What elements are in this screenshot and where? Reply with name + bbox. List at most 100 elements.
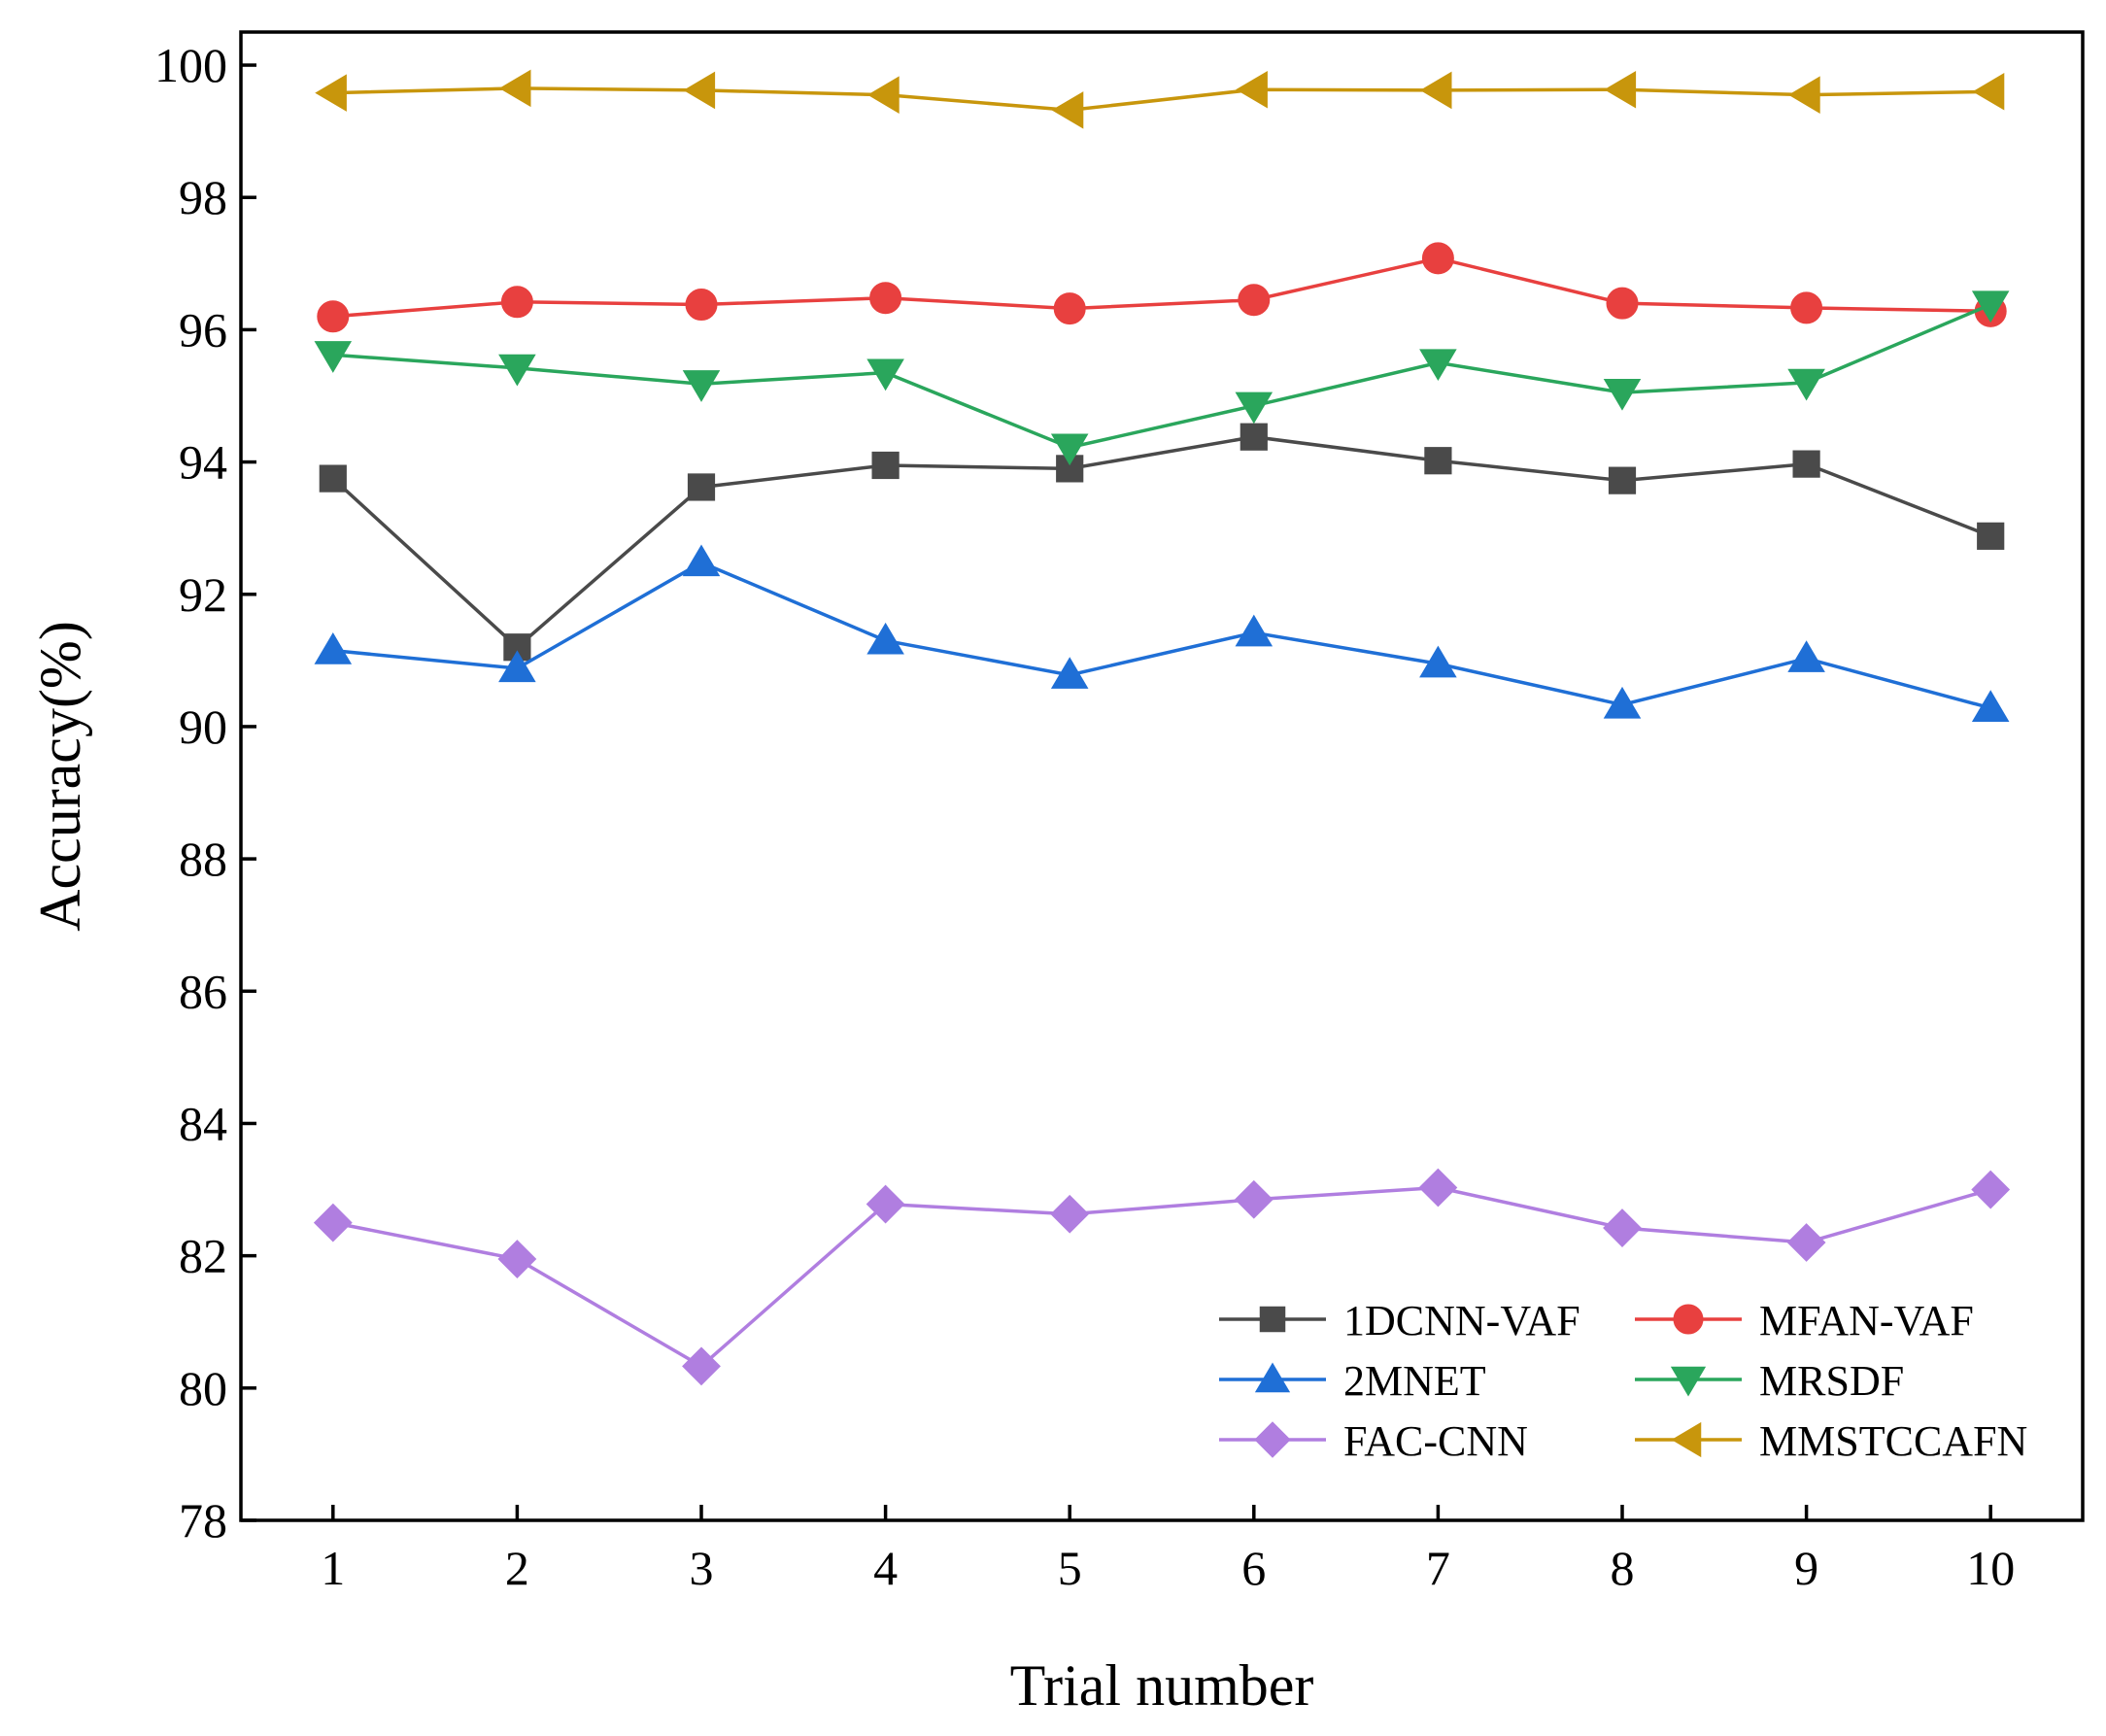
data-point (1236, 70, 1268, 109)
legend-marker (1673, 1304, 1704, 1335)
y-tick-label: 94 (179, 435, 227, 490)
data-point (314, 341, 353, 373)
data-point (1050, 433, 1089, 466)
legend-item: MRSDF (1635, 1357, 1904, 1405)
legend-marker (1259, 1306, 1286, 1333)
data-point (1419, 71, 1452, 110)
data-point (1421, 242, 1454, 275)
data-point (498, 650, 536, 683)
data-point (867, 76, 900, 114)
x-tick-label: 3 (690, 1541, 714, 1595)
data-point (1792, 450, 1820, 478)
series-line (332, 256, 1991, 319)
x-tick-label: 8 (1611, 1541, 1635, 1595)
data-point (871, 451, 900, 480)
data-point (1419, 645, 1457, 678)
legend-label: 2MNET (1343, 1357, 1486, 1405)
data-point (1418, 1168, 1458, 1208)
data-point (866, 358, 904, 391)
series-line (332, 302, 1991, 450)
legend-item: 2MNET (1219, 1357, 1486, 1405)
x-tick-label: 6 (1241, 1541, 1266, 1595)
y-tick-label: 96 (179, 302, 227, 357)
legend-label: MRSDF (1759, 1357, 1904, 1405)
data-point (1790, 291, 1823, 324)
data-point (500, 286, 533, 319)
y-tick-label: 84 (179, 1096, 227, 1150)
data-point (319, 464, 347, 493)
legend-item: FAC-CNN (1219, 1417, 1528, 1465)
data-point (1977, 522, 2005, 550)
data-point (1235, 614, 1274, 647)
y-tick-label: 86 (179, 964, 227, 1018)
x-tick-label: 10 (1966, 1541, 2015, 1595)
data-point (1972, 73, 2005, 111)
data-point (1235, 391, 1274, 425)
x-tick-label: 1 (321, 1541, 345, 1595)
data-point (1787, 368, 1825, 401)
legend-item: 1DCNN-VAF (1219, 1297, 1580, 1345)
data-point (1050, 657, 1089, 689)
x-tick-label: 5 (1058, 1541, 1082, 1595)
data-point (1419, 349, 1457, 382)
series-line (332, 86, 1991, 113)
x-tick-label: 4 (873, 1541, 898, 1595)
legend-marker (1671, 1421, 1702, 1458)
series-line (332, 1185, 1991, 1369)
y-tick-label: 80 (179, 1361, 227, 1415)
data-point (685, 289, 718, 322)
data-point (1604, 70, 1637, 109)
data-point (1603, 1208, 1642, 1247)
data-point (1606, 287, 1639, 320)
series-line (331, 434, 1991, 650)
y-tick-label: 98 (179, 170, 227, 224)
plot-frame (239, 30, 2085, 1522)
data-point (1786, 1223, 1826, 1262)
series-1dcnn-vaf (319, 423, 2005, 662)
x-tick-label: 9 (1794, 1541, 1818, 1595)
data-point (315, 74, 347, 112)
data-point (1971, 1170, 2011, 1209)
legend: 1DCNN-VAF MFAN-VAF 2MNET MRSDF FAC-CNN MMSTCC… (1219, 1297, 2027, 1465)
legend-label: FAC-CNN (1343, 1417, 1528, 1465)
y-tick-label: 88 (179, 832, 227, 886)
data-point (687, 473, 716, 501)
x-tick-label: 2 (505, 1541, 529, 1595)
legend-label: MMSTCCAFN (1759, 1417, 2027, 1465)
data-point (682, 370, 721, 402)
data-point (1238, 284, 1271, 317)
data-point (1053, 292, 1086, 325)
data-point (866, 622, 904, 655)
data-point (1787, 640, 1825, 672)
data-point (1051, 91, 1084, 129)
series-mmstccafn (315, 69, 2005, 129)
data-point (313, 1203, 353, 1242)
x-tick-label: 7 (1426, 1541, 1450, 1595)
y-tick-label: 78 (179, 1493, 227, 1548)
y-tick-label: 90 (179, 699, 227, 754)
data-point (1608, 466, 1637, 494)
data-point (1971, 690, 2010, 722)
data-point (1240, 423, 1268, 451)
data-point (498, 354, 536, 387)
series-2mnet (314, 544, 2010, 722)
legend-marker (1254, 1421, 1291, 1458)
x-axis-title: Trial number (1010, 1653, 1314, 1718)
data-point (1971, 290, 2010, 323)
data-point (866, 1184, 905, 1224)
data-point (314, 632, 353, 664)
data-point (682, 544, 721, 577)
legend-item: MFAN-VAF (1635, 1297, 1974, 1345)
data-point (683, 71, 716, 110)
legend-marker (1254, 1362, 1291, 1393)
data-point (1234, 1179, 1274, 1219)
series-mfan-vaf (317, 242, 2007, 333)
y-tick-label: 92 (179, 567, 227, 622)
y-axis-title: Accuracy(%) (28, 621, 92, 932)
data-point (1603, 378, 1642, 411)
data-point (1050, 1194, 1090, 1234)
legend-label: 1DCNN-VAF (1343, 1297, 1580, 1345)
y-tick-label: 82 (179, 1229, 227, 1283)
series-fac-cnn (313, 1168, 2011, 1386)
